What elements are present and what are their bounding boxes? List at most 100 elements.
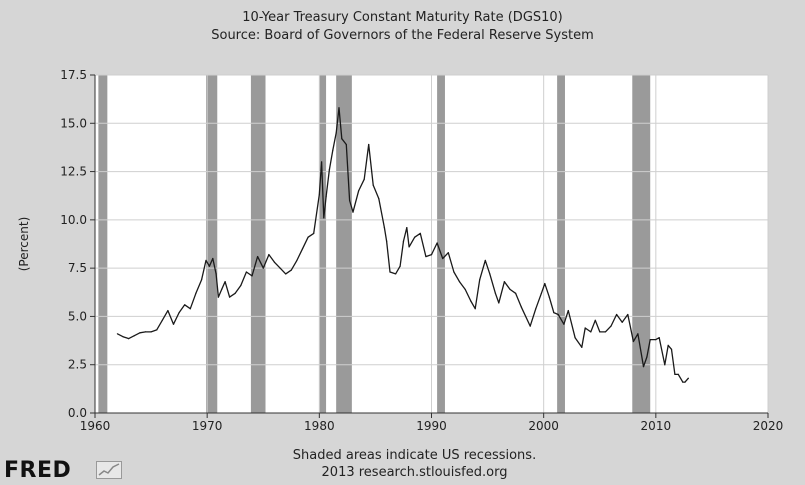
data-point (627, 313, 629, 316)
data-point (386, 240, 388, 242)
data-point (509, 288, 511, 290)
y-tick-label: 5.0 (68, 309, 87, 323)
data-point (150, 331, 152, 333)
x-tick-label: 2010 (641, 419, 672, 433)
recession-band (319, 75, 327, 413)
data-point (389, 271, 391, 273)
data-point (184, 304, 186, 306)
x-tick-label: 2000 (528, 419, 559, 433)
source-credit: 2013 research.stlouisfed.org (321, 465, 508, 480)
recession-band (206, 75, 218, 413)
data-point (414, 236, 416, 238)
data-point (658, 337, 660, 339)
data-point (503, 281, 506, 283)
data-point (240, 284, 242, 287)
data-point (122, 336, 124, 338)
y-tick-label: 0.0 (68, 406, 87, 420)
y-tick-label: 15.0 (60, 116, 87, 130)
data-point (229, 296, 231, 298)
data-point (341, 138, 343, 140)
data-point (200, 279, 203, 281)
data-point (406, 226, 408, 229)
y-tick-label: 12.5 (60, 165, 87, 179)
data-point (352, 211, 354, 213)
data-point (610, 325, 612, 327)
data-point (453, 271, 455, 273)
data-point (574, 337, 576, 339)
data-point (563, 323, 565, 325)
recession-band (437, 75, 445, 413)
data-point (167, 310, 169, 312)
data-point (590, 331, 592, 333)
data-point (553, 311, 555, 314)
data-point (273, 261, 276, 263)
data-point (224, 281, 226, 283)
data-point (215, 273, 217, 275)
data-point (670, 348, 673, 350)
data-point (172, 323, 175, 325)
data-point (677, 373, 679, 375)
data-point (557, 313, 559, 316)
data-point (540, 292, 543, 294)
data-point (655, 339, 657, 341)
x-tick-label: 1990 (416, 419, 447, 433)
data-point (205, 259, 207, 262)
data-point (189, 308, 191, 310)
data-point (674, 373, 676, 375)
data-point (567, 310, 569, 312)
data-point (307, 236, 309, 238)
data-point (178, 311, 180, 314)
data-point (285, 273, 287, 275)
data-point (642, 366, 645, 368)
data-point (257, 255, 259, 258)
data-point (425, 255, 427, 258)
y-tick-label: 7.5 (68, 261, 87, 275)
data-point (464, 288, 466, 290)
data-point (442, 257, 444, 260)
data-point (349, 199, 351, 202)
data-point (251, 275, 253, 277)
recession-bands (98, 75, 651, 413)
data-point (262, 267, 264, 269)
data-point (318, 194, 320, 196)
data-point (632, 340, 635, 343)
data-point (325, 196, 327, 198)
data-point (604, 331, 606, 333)
data-point (133, 335, 135, 337)
data-point (419, 232, 421, 234)
data-point (687, 377, 689, 379)
series-layer (116, 107, 689, 383)
data-point (383, 226, 385, 229)
data-point (290, 269, 292, 271)
data-point (161, 319, 163, 321)
x-tick-label: 1970 (192, 419, 223, 433)
data-point (323, 217, 325, 219)
recession-band (557, 75, 565, 413)
data-point (470, 300, 472, 302)
data-point (156, 329, 158, 331)
data-point (116, 333, 119, 335)
data-point (494, 292, 497, 294)
data-point (296, 259, 298, 262)
data-point (544, 282, 546, 285)
chart-title: 10-Year Treasury Constant Maturity Rate … (242, 10, 563, 25)
data-point (212, 257, 214, 260)
data-point (139, 332, 141, 334)
data-point (217, 296, 219, 298)
y-tick-label: 17.5 (60, 68, 87, 82)
data-point (548, 296, 550, 298)
chart-subtitle: Source: Board of Governors of the Federa… (211, 28, 594, 43)
fred-logo[interactable]: FRED (4, 458, 72, 483)
x-tick-label: 1980 (304, 419, 335, 433)
data-point (664, 364, 666, 366)
data-point (599, 331, 601, 333)
data-point (430, 254, 433, 256)
y-axis-label: (Percent) (17, 217, 31, 272)
data-point (245, 271, 248, 273)
recession-band (98, 75, 108, 413)
recession-band (250, 75, 266, 413)
data-point (489, 273, 491, 275)
y-tick-label: 2.5 (68, 358, 87, 372)
data-point (372, 184, 374, 186)
